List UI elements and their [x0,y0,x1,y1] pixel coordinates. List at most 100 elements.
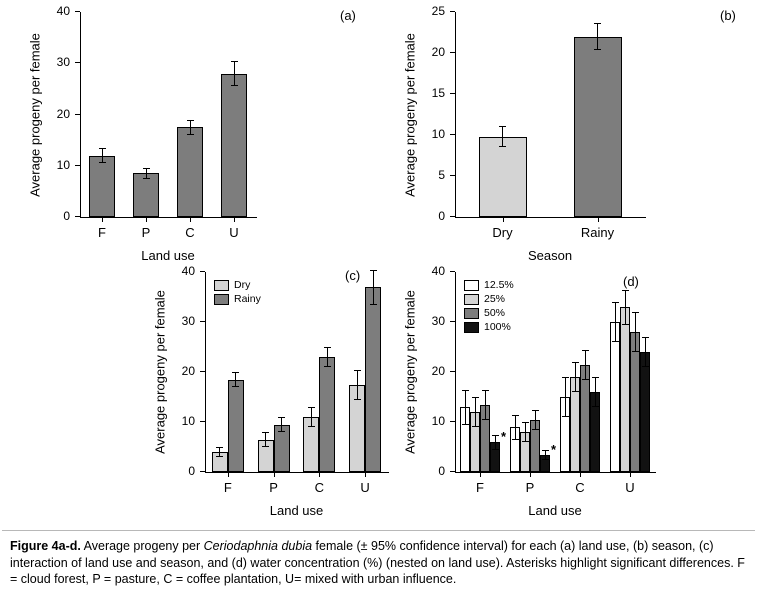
y-tick-label: 30 [56,55,70,70]
error-bar-cap [461,389,469,391]
plot-area [455,272,656,473]
y-tick-mark [450,134,455,135]
error-bar-cap [581,349,589,351]
error-bar-line [233,60,235,87]
y-tick-mark [75,62,80,64]
legend-label: 50% [484,307,506,319]
error-bar-line [644,337,646,367]
chart-panel-d: Average progeny per female 0 10 20 30 40 F * P * C… [380,262,761,530]
panel-label: (d) [623,274,639,289]
error-bar-cap [591,406,599,407]
panel-label: (a) [340,8,356,23]
error-bar-cap [641,366,649,367]
bar [610,322,620,472]
error-bar-cap [621,323,629,325]
significance-asterisk: * [551,441,557,457]
error-bar-cap [471,426,479,427]
x-tick-mark [530,473,531,477]
y-tick-label: 40 [181,264,195,278]
x-tick-mark [319,473,321,477]
error-bar-line [484,389,486,420]
error-bar-cap [491,434,499,436]
y-tick-label: 25 [431,4,445,18]
error-bar-cap [216,456,224,457]
x-tick-label: Dry [492,225,513,240]
y-tick-label: 20 [181,364,195,378]
bar [478,136,527,217]
x-tick-mark [480,473,481,477]
error-bar-cap [611,302,619,303]
x-tick-mark [146,218,147,222]
error-bar-line [514,414,516,440]
error-bar-cap [262,446,270,447]
y-tick-label: 0 [188,464,195,478]
bar [177,127,203,217]
error-bar-line [634,312,636,352]
x-tick-label: C [314,480,325,495]
error-bar-line [189,119,191,135]
error-bar-line [310,407,312,427]
y-tick-mark [75,11,80,12]
y-tick-mark [75,164,80,166]
legend-item: 100% [464,321,514,333]
bar [89,155,115,217]
caption-text-before: Average progeny per [80,539,204,553]
error-bar-line [544,449,546,460]
y-tick-mark [450,11,455,12]
y-tick-mark [200,321,205,322]
error-bar-cap [541,449,549,451]
y-tick-mark [450,93,455,94]
legend-swatch [464,279,479,291]
error-bar-cap [142,168,150,170]
error-bar-line [534,409,536,430]
error-bar-cap [631,351,639,352]
error-bar-line [594,377,596,407]
x-tick-mark [597,218,599,222]
error-bar-cap [461,423,469,425]
error-bar-cap [491,448,499,450]
error-bar-cap [581,378,589,380]
y-tick-mark [450,421,455,422]
error-bar-cap [594,23,601,25]
legend-swatch [214,293,229,305]
y-tick-mark [200,421,205,422]
bar [573,36,622,217]
legend: Dry Rainy [214,279,261,307]
legend-item: 50% [464,307,514,319]
error-bar-line [524,422,526,442]
error-bar-cap [561,377,569,378]
chart-panel-c: Average progeny per female 0 10 20 30 40 F P C U L… [0,262,389,530]
figure-caption: Figure 4a-d. Average progeny per Cerioda… [2,530,755,588]
legend-swatch [464,293,479,305]
y-tick-label: 0 [438,209,445,223]
error-bar-line [281,417,283,432]
error-bar-cap [621,289,629,291]
caption-text-after: female (± 95% confidence interval) for e… [10,539,745,587]
error-bar-line [464,389,466,425]
error-bar-cap [278,417,286,418]
x-tick-mark [190,218,191,222]
x-tick-label: U [625,480,635,495]
error-bar-cap [571,391,579,392]
x-tick-mark [234,218,235,222]
error-bar-line [574,362,576,392]
chart-panel-a: Average progeny per female 0 10 20 30 40 F P C U L… [0,0,380,263]
error-bar-cap [186,134,194,135]
x-tick-label: P [269,480,278,495]
error-bar-cap [521,441,529,442]
legend-item: Rainy [214,293,261,305]
error-bar-cap [323,347,331,348]
x-axis-title: Land use [269,503,324,518]
x-tick-mark [502,218,504,222]
bar [630,332,640,472]
y-tick-label: 10 [431,414,445,428]
y-tick-label: 10 [181,414,195,428]
legend-item: Dry [214,279,261,291]
y-tick-label: 20 [56,106,70,121]
plot-area [455,12,646,218]
error-bar-cap [511,438,519,440]
error-bar-cap [594,48,601,50]
chart-panel-b: Average progeny per female 0 5 10 15 20 25 Dry R… [380,0,761,263]
y-tick-mark [450,216,455,217]
